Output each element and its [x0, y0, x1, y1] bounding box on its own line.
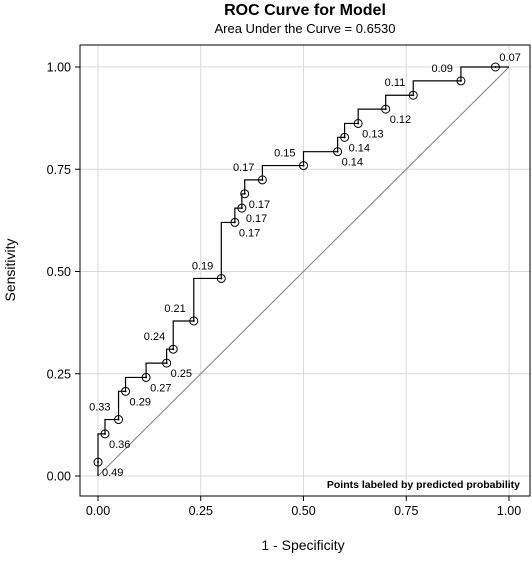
chart-subtitle: Area Under the Curve = 0.6530	[214, 21, 395, 36]
y-tick-label: 0.00	[47, 470, 71, 484]
roc-point-label: 0.15	[274, 148, 295, 160]
plot-frame	[79, 44, 531, 497]
roc-point-center	[357, 122, 360, 125]
diagonal-reference-line	[97, 66, 510, 477]
roc-point-label: 0.17	[239, 227, 260, 239]
roc-point	[168, 344, 178, 354]
roc-point	[257, 175, 267, 185]
roc-point	[141, 372, 151, 382]
roc-point	[93, 457, 103, 467]
roc-point	[237, 203, 247, 213]
roc-point-center	[192, 319, 195, 322]
roc-point-label: 0.24	[144, 331, 165, 343]
roc-point-label: 0.27	[150, 382, 171, 394]
roc-point	[121, 386, 131, 396]
roc-point-center	[412, 94, 415, 97]
roc-point-center	[97, 461, 99, 464]
y-tick-label: 0.25	[47, 367, 71, 381]
roc-point	[230, 217, 240, 227]
x-tick-label: 0.00	[86, 504, 110, 518]
roc-point-label: 0.17	[233, 162, 254, 174]
roc-point-label: 0.21	[164, 303, 185, 315]
roc-point	[408, 90, 418, 100]
x-tick-label: 0.50	[291, 504, 315, 518]
roc-point-label: 0.11	[385, 77, 406, 89]
roc-point-center	[240, 207, 243, 210]
roc-point-center	[494, 66, 497, 68]
roc-point	[490, 62, 500, 72]
x-tick-label: 0.25	[189, 504, 213, 518]
roc-point-center	[302, 164, 305, 167]
roc-point-label: 0.07	[499, 52, 520, 64]
x-tick-label: 1.00	[497, 504, 521, 518]
roc-point	[114, 415, 124, 425]
roc-point-center	[220, 277, 223, 280]
roc-point	[340, 132, 350, 142]
chart-title: ROC Curve for Model	[224, 2, 386, 19]
y-tick-label: 0.50	[47, 265, 71, 279]
roc-point	[456, 76, 466, 86]
x-axis-label: 1 - Specificity	[261, 537, 344, 553]
roc-point	[189, 316, 199, 326]
roc-point-label: 0.12	[390, 114, 411, 126]
roc-point-center	[336, 150, 339, 153]
chart-annotation: Points labeled by predicted probability	[327, 479, 520, 491]
roc-point-center	[145, 376, 148, 379]
diagonal-layer	[97, 66, 510, 477]
roc-point-center	[172, 348, 175, 351]
point-labels-layer: 0.49 0.36 0.33 0.29 0.270.25 0.24 0.21 0.19 0.17…	[89, 52, 521, 479]
points-layer	[93, 62, 500, 467]
y-axis-label: Sensitivity	[2, 238, 18, 301]
roc-point-center	[117, 418, 120, 421]
roc-point-label: 0.09	[431, 63, 452, 75]
roc-point-label: 0.49	[102, 467, 123, 479]
y-tick-label: 1.00	[47, 61, 71, 75]
roc-point-label: 0.17	[249, 199, 270, 211]
roc-point	[381, 104, 391, 114]
roc-point-center	[243, 192, 246, 195]
roc-point-label: 0.14	[342, 157, 363, 169]
roc-point	[353, 118, 363, 128]
roc-point-center	[459, 79, 462, 82]
roc-point-center	[103, 432, 106, 435]
roc-point-center	[261, 178, 264, 181]
roc-point-center	[165, 362, 168, 365]
y-tick-label: 0.75	[47, 163, 71, 177]
roc-point	[100, 429, 110, 439]
roc-point-center	[343, 136, 346, 139]
roc-point-label: 0.25	[171, 368, 192, 380]
roc-point	[162, 358, 172, 368]
roc-point-label: 0.33	[89, 402, 110, 414]
roc-point-center	[384, 108, 387, 111]
roc-point-label: 0.36	[109, 439, 130, 451]
roc-point-label: 0.19	[192, 260, 213, 272]
roc-point-center	[124, 390, 127, 393]
roc-point-label: 0.13	[362, 128, 383, 140]
roc-point	[299, 161, 308, 171]
x-tick-label: 0.75	[394, 504, 418, 518]
roc-point	[333, 147, 343, 157]
ticks-layer: 0.00 0.25 0.50 0.75 1.00 0.00 0.25 0.50 0.75 1.00	[47, 61, 522, 519]
roc-point-center	[233, 221, 236, 224]
roc-point-label: 0.14	[349, 142, 370, 154]
roc-point	[216, 273, 226, 283]
roc-point-label: 0.17	[246, 213, 267, 225]
roc-point	[240, 189, 250, 199]
roc-point-label: 0.29	[130, 396, 151, 408]
